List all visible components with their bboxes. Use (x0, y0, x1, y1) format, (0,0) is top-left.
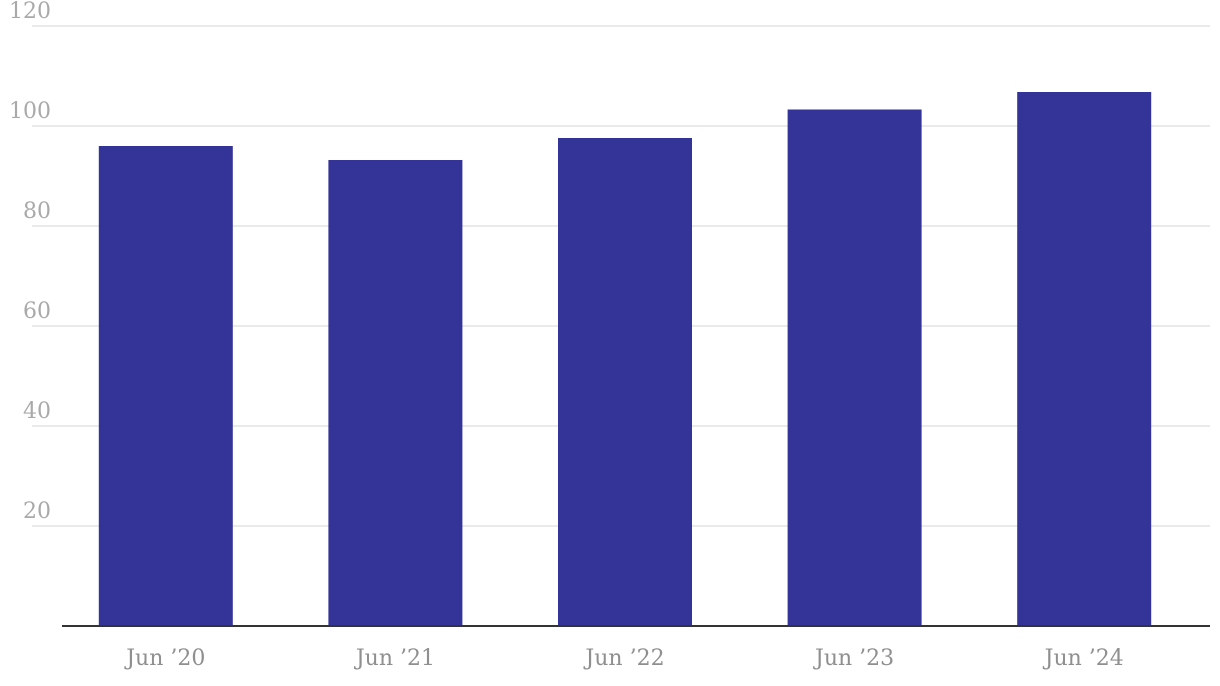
bar-4 (1017, 92, 1152, 626)
x-tick-label: Jun ’20 (124, 646, 205, 671)
bar-3 (787, 109, 922, 626)
y-tick-label: 120 (9, 0, 51, 24)
x-tick-label: Jun ’22 (583, 646, 664, 671)
x-tick-label: Jun ’21 (354, 646, 435, 671)
y-tick-label: 20 (23, 499, 51, 524)
y-tick-label: 60 (23, 299, 51, 324)
bar-1 (328, 160, 463, 626)
x-axis-ticks: Jun ’20 Jun ’21 Jun ’22 Jun ’23 Jun ’24 (124, 646, 1124, 671)
bar-0 (98, 146, 233, 626)
y-tick-label: 40 (23, 399, 51, 424)
x-tick-label: Jun ’23 (813, 646, 894, 671)
x-tick-label: Jun ’24 (1043, 646, 1124, 671)
y-axis-ticks: 20 40 60 80 100 120 (9, 0, 51, 524)
y-tick-label: 80 (23, 199, 51, 224)
y-tick-label: 100 (9, 99, 51, 124)
bars (98, 92, 1152, 626)
bar-2 (558, 138, 692, 626)
